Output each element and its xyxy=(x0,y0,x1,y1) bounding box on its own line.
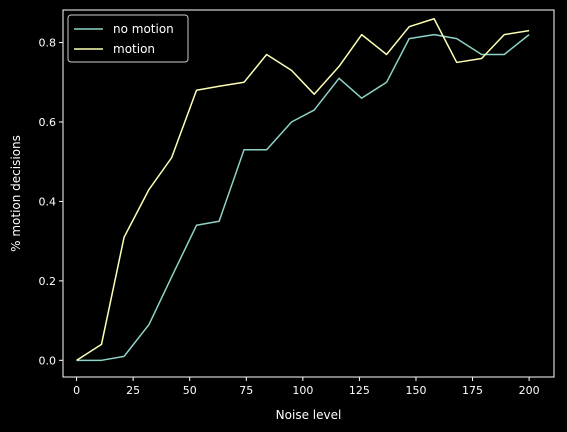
x-tick-label: 0 xyxy=(73,384,80,397)
x-tick-label: 200 xyxy=(519,384,540,397)
y-axis-ticks: 0.0 0.2 0.4 0.6 0.8 xyxy=(39,37,63,367)
legend: no motion motion xyxy=(67,14,189,63)
x-tick-label: 150 xyxy=(405,384,426,397)
y-tick-label: 0.4 xyxy=(39,195,57,208)
x-axis-label: Noise level xyxy=(276,408,342,422)
x-tick-label: 175 xyxy=(462,384,483,397)
y-tick-label: 0.8 xyxy=(39,37,57,50)
x-tick-label: 25 xyxy=(126,384,140,397)
x-tick-label: 125 xyxy=(349,384,370,397)
legend-box xyxy=(67,14,189,63)
y-tick-label: 0.6 xyxy=(39,116,57,129)
y-axis-label: % motion decisions xyxy=(9,135,23,252)
series-line-no-motion xyxy=(76,33,530,362)
legend-entry-label: no motion xyxy=(113,22,174,36)
x-tick-label: 100 xyxy=(292,384,313,397)
y-tick-label: 0.2 xyxy=(39,275,57,288)
series-line-motion xyxy=(76,17,530,361)
x-axis-ticks: 0 25 50 75 100 125 150 175 200 xyxy=(73,377,540,397)
x-tick-label: 50 xyxy=(183,384,197,397)
legend-entry-label: motion xyxy=(113,42,155,56)
y-tick-label: 0.0 xyxy=(39,354,57,367)
x-tick-label: 75 xyxy=(239,384,253,397)
plot-frame xyxy=(62,9,555,378)
plot-lines xyxy=(76,17,530,362)
